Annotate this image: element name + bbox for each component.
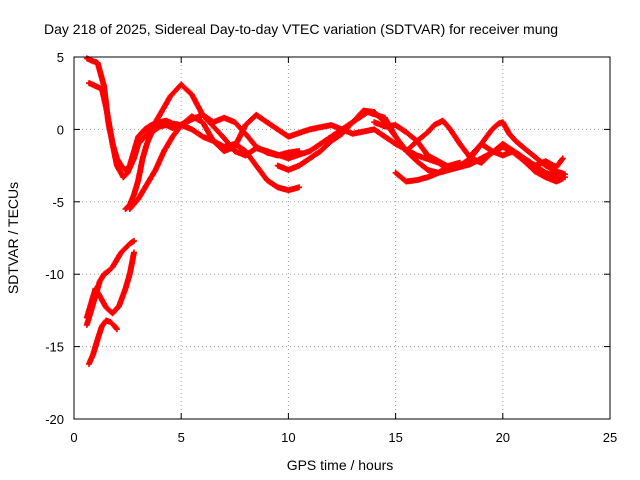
axis-ticks: 0 5 10 15 20 25 -20 -15 -10 -5 0 5 (45, 50, 617, 445)
series-pass-11 (83, 249, 137, 321)
y-tick-label: 0 (57, 122, 64, 137)
series-pass-12 (86, 317, 120, 367)
x-tick-label: 20 (496, 430, 510, 445)
series-pass-9 (467, 119, 568, 178)
series-pass-8 (403, 117, 566, 170)
series-marks (403, 117, 566, 170)
data-points (83, 55, 568, 367)
y-tick-label: -15 (45, 340, 64, 355)
x-tick-label: 25 (603, 430, 617, 445)
series-marks (274, 107, 463, 176)
y-tick-label: 5 (57, 50, 64, 65)
grid-lines (74, 57, 610, 419)
plot-frame (73, 56, 611, 420)
x-tick-label: 5 (178, 430, 185, 445)
x-axis-label: GPS time / hours (287, 457, 394, 473)
series-pass-5 (274, 107, 463, 176)
chart-title: Day 218 of 2025, Sidereal Day-to-day VTE… (44, 21, 558, 37)
y-tick-label: -5 (52, 195, 64, 210)
y-tick-label: -20 (45, 412, 64, 427)
series-marks (83, 249, 137, 321)
y-tick-label: -10 (45, 267, 64, 282)
x-tick-label: 15 (388, 430, 402, 445)
x-tick-label: 10 (281, 430, 295, 445)
y-axis-label: SDTVAR / TECUs (5, 182, 21, 294)
series-marks (86, 317, 120, 367)
x-tick-label: 0 (70, 430, 77, 445)
series-marks (467, 119, 568, 178)
